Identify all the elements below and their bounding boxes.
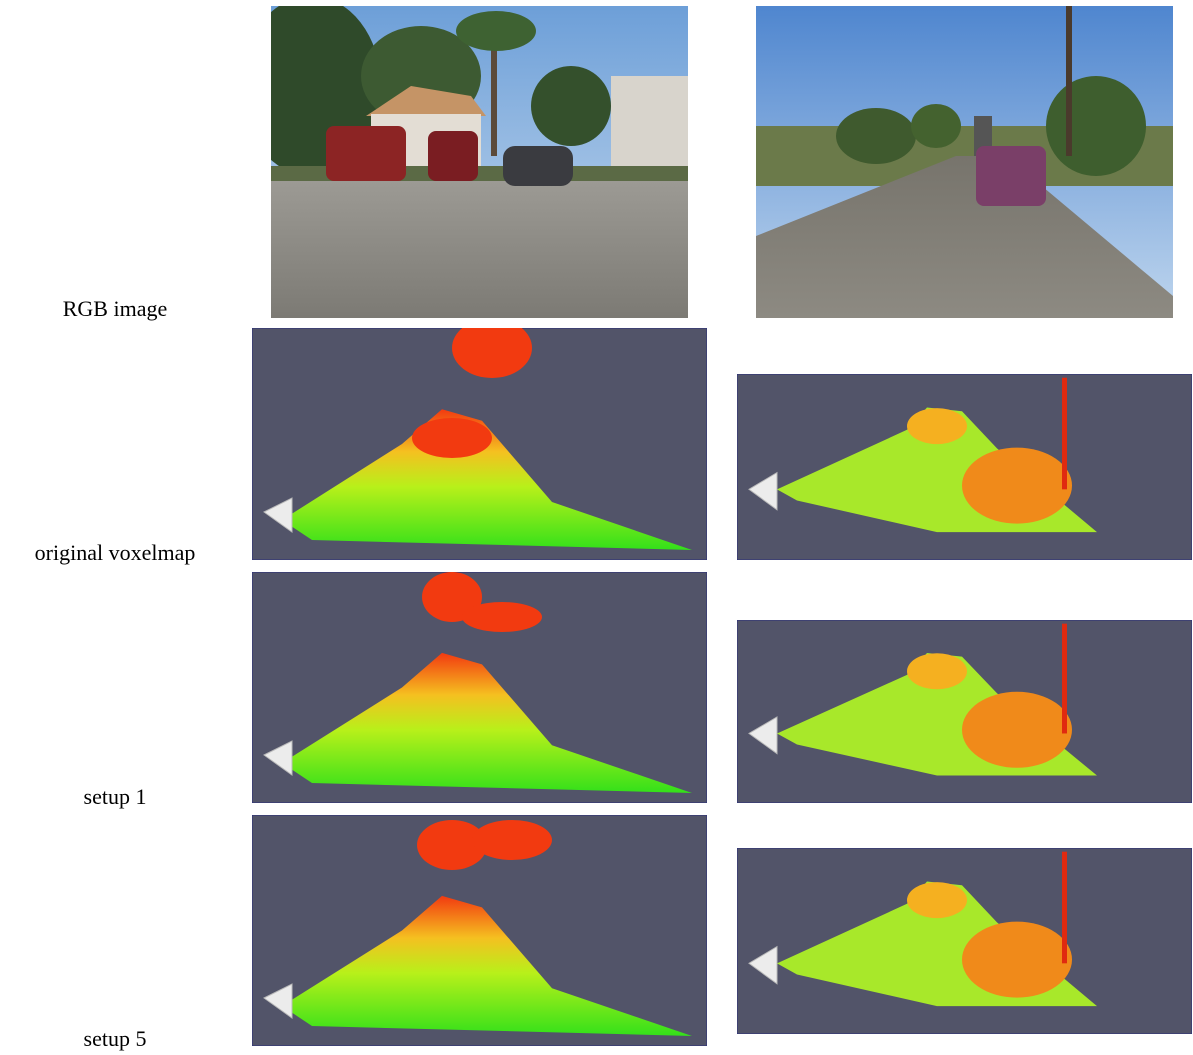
figure: RGB image original voxelmap setup 1 setu… [0, 0, 1193, 1055]
row-label: original voxelmap [0, 540, 230, 566]
rgb-image [271, 6, 688, 318]
row-label: setup 5 [0, 1026, 230, 1052]
rgb-image [756, 6, 1173, 318]
voxel-map [252, 572, 707, 803]
voxel-map [737, 620, 1192, 803]
voxel-map [252, 328, 707, 560]
voxel-map [737, 374, 1192, 560]
voxel-map [252, 815, 707, 1046]
row-label: RGB image [0, 296, 230, 322]
row-label: setup 1 [0, 784, 230, 810]
voxel-map [737, 848, 1192, 1034]
